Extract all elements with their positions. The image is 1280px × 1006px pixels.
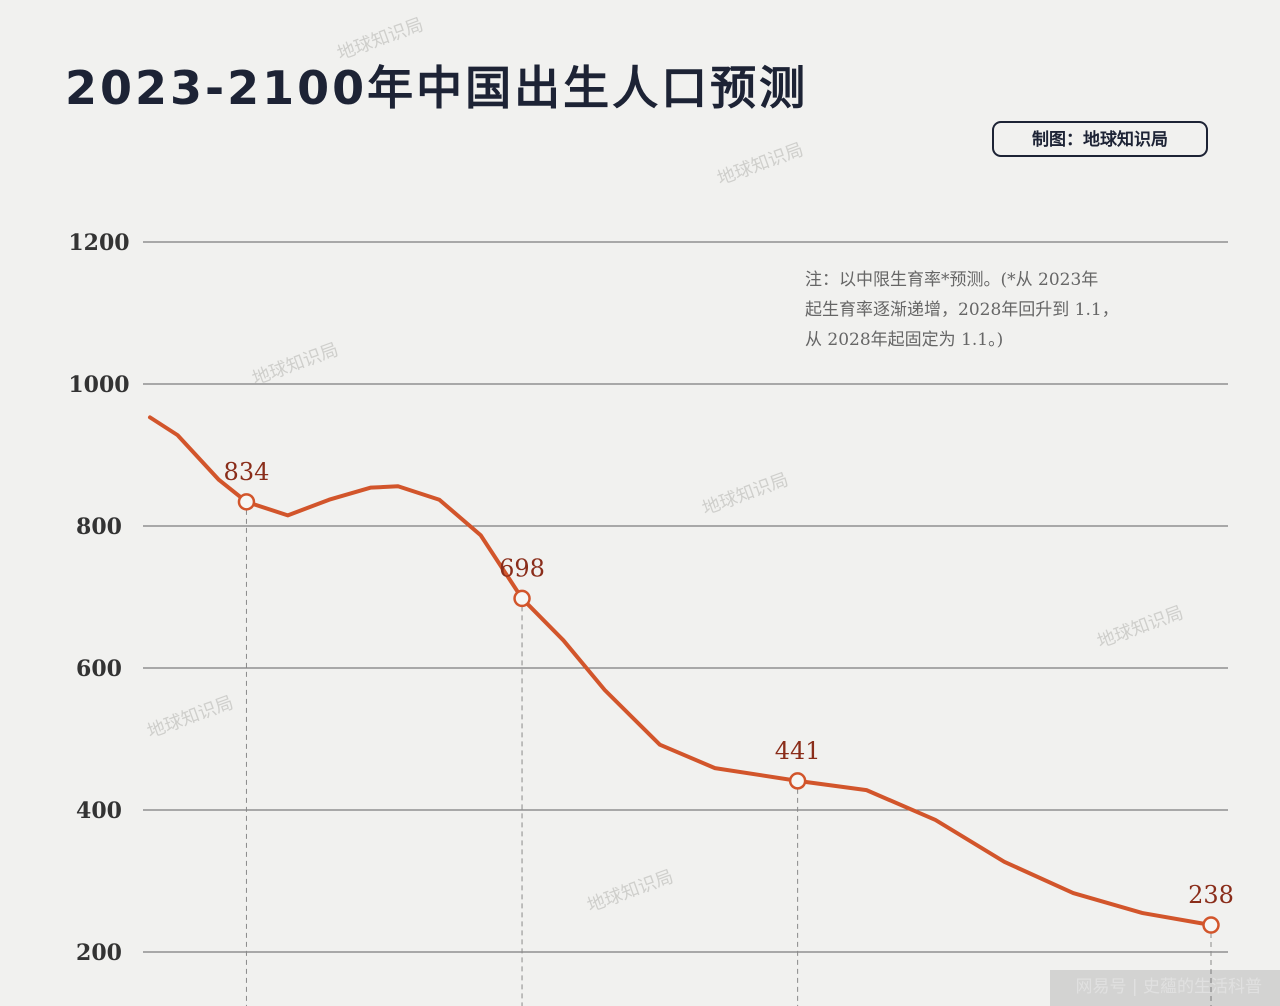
footer-bg: [1050, 970, 1280, 1006]
note-line: 从 2028年起固定为 1.1。): [805, 330, 1003, 350]
value-label: 834: [224, 458, 270, 486]
watermark: 地球知识局: [715, 139, 807, 190]
y-tick-label: 1000: [68, 372, 129, 398]
value-label: 238: [1188, 881, 1234, 909]
y-tick-label: 1200: [68, 230, 129, 256]
note-line: 注：以中限生育率*预测。(*从 2023年: [805, 270, 1098, 290]
plot: 200 400 600 800 1000 1200 834 698 441 238: [68, 230, 1234, 1006]
labeled-point: [1202, 916, 1220, 934]
y-tick-label: 800: [76, 514, 122, 540]
watermark: 地球知识局: [335, 14, 427, 65]
watermark: 地球知识局: [700, 469, 792, 520]
value-label: 441: [775, 737, 821, 765]
watermark: 地球知识局: [1095, 602, 1187, 653]
watermark: 地球知识局: [585, 866, 677, 917]
footer: 网易号 | 史蘊的生活科普: [1075, 977, 1262, 997]
value-label: 698: [499, 554, 545, 582]
chart-title: 2023-2100年中国出生人口预测: [65, 61, 808, 115]
note-line: 起生育率逐渐递增，2028年回升到 1.1，: [805, 300, 1119, 320]
credit: 制图：地球知识局: [1032, 129, 1168, 150]
labeled-point: [237, 493, 256, 511]
watermark: 地球知识局: [145, 692, 237, 743]
credit-box: [992, 121, 1208, 157]
labeled-point: [513, 589, 531, 608]
y-tick-label: 600: [76, 656, 122, 682]
series-line: [148, 415, 1213, 928]
labeled-point: [788, 772, 807, 790]
y-tick-label: 200: [76, 940, 122, 966]
watermark: 地球知识局: [250, 339, 342, 390]
y-tick-label: 400: [76, 798, 122, 824]
